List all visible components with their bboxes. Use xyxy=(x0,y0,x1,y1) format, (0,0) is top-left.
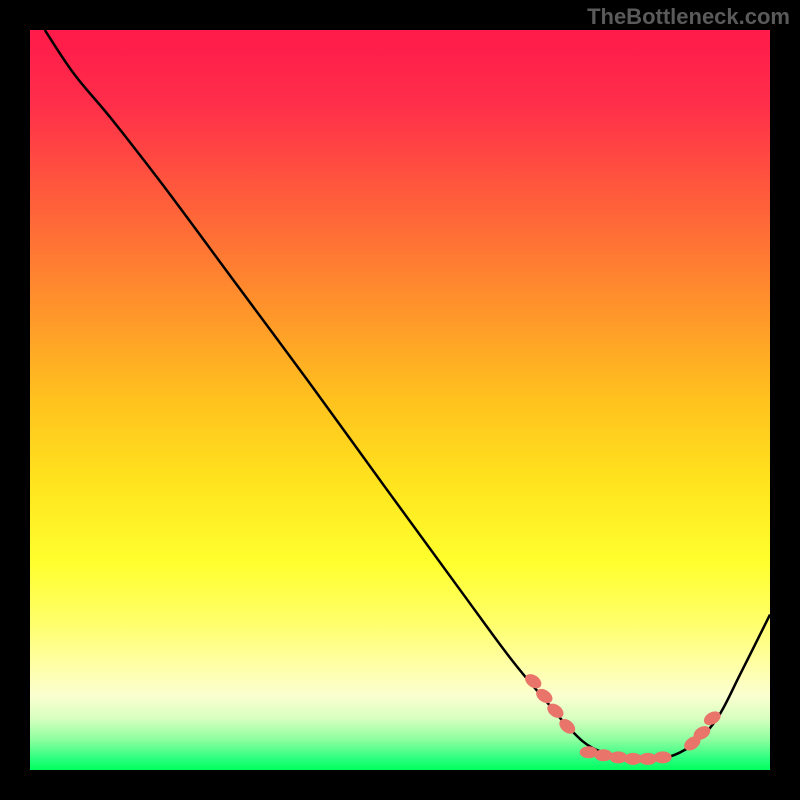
chart-container: TheBottleneck.com xyxy=(0,0,800,800)
curve-marker xyxy=(654,751,672,763)
plot-svg xyxy=(30,30,770,770)
gradient-background xyxy=(30,30,770,770)
watermark-text: TheBottleneck.com xyxy=(587,4,790,30)
curve-marker xyxy=(595,749,613,761)
plot-area xyxy=(30,30,770,770)
